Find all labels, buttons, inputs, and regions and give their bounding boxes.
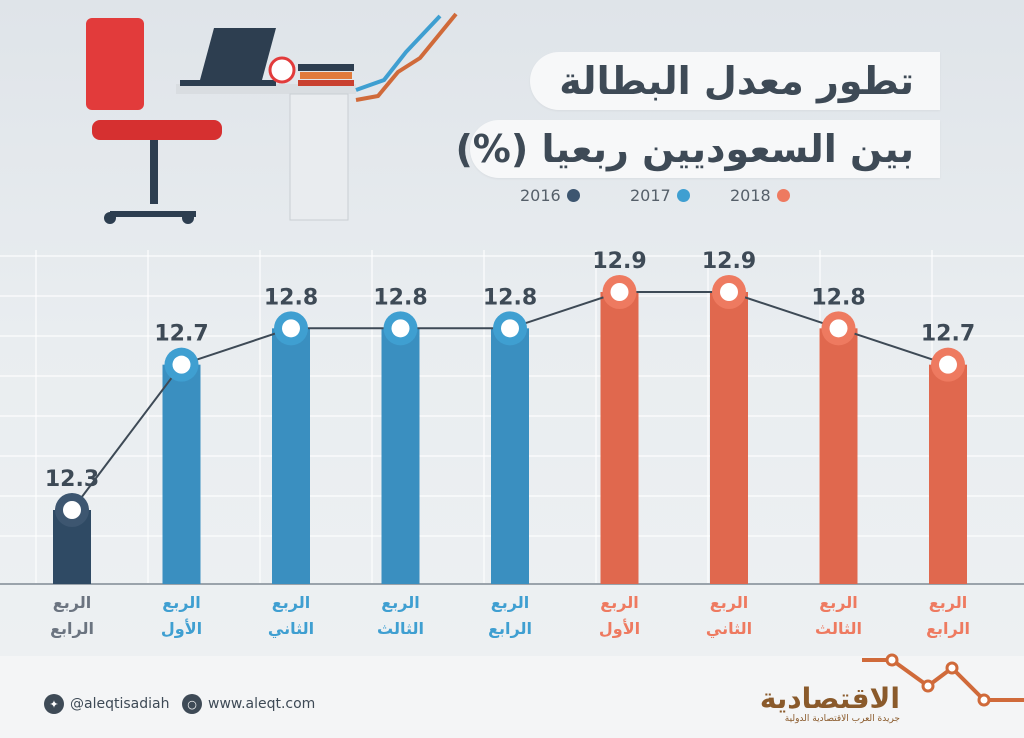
publisher-logo: الاقتصادية جريدة العرب الاقتصادية الدولي… [760,684,900,728]
x-tick-label-1-1: الأول [161,619,202,638]
value-label-7: 12.8 [811,285,865,310]
bar-1 [162,364,201,584]
bar-4 [491,328,529,584]
x-tick-label-6-0: الربع [710,593,748,612]
website-text: www.aleqt.com [208,696,316,712]
title-line-1-box: تطور معدل البطالة [530,52,940,110]
legend-label-2016: 2016 [520,186,561,205]
x-tick-label-5-0: الربع [600,593,638,612]
twitter-handle-text: @aleqtisadiah [70,696,170,712]
legend: 2016 2017 2018 [520,186,820,208]
x-tick-label-3-1: الثالث [377,619,424,638]
legend-label-2018: 2018 [730,186,771,205]
point-dot-1 [172,355,191,374]
point-dot-7 [829,319,848,338]
x-tick-label-1-0: الربع [162,593,200,612]
value-label-2: 12.8 [264,285,318,310]
x-tick-label-7-0: الربع [819,593,857,612]
logo-subtitle: جريدة العرب الاقتصادية الدولية [784,714,900,724]
unemployment-bar-chart: 12.3 12.7 12.8 12.8 12.8 12.9 12.9 12.8 12.7 الر… [0,249,1024,639]
bar-5 [600,292,639,584]
chart-title-line-1: تطور معدل البطالة [559,59,914,103]
x-tick-label-0-1: الرابع [50,619,94,638]
value-label-6: 12.9 [702,249,756,274]
value-label-5: 12.9 [592,249,646,274]
value-label-4: 12.8 [483,285,537,310]
bar-7 [819,328,858,584]
legend-dot-2017-icon [676,189,690,202]
website-link[interactable]: ○ www.aleqt.com [182,694,315,714]
point-dot-8 [939,355,957,374]
point-dot-2 [282,319,300,338]
value-label-8: 12.7 [921,322,975,347]
x-tick-label-2-0: الربع [272,593,310,612]
x-tick-label-8-0: الربع [929,593,967,612]
globe-icon: ○ [182,694,202,714]
x-tick-label-7-1: الثالث [815,619,862,638]
point-dot-4 [501,319,519,338]
x-tick-label-2-1: الثاني [268,619,314,639]
x-tick-label-3-0: الربع [381,593,419,612]
twitter-icon: ✦ [44,694,64,714]
x-tick-label-4-0: الربع [491,593,529,612]
point-dot-5 [610,283,629,301]
x-tick-label-6-1: الثاني [706,619,752,639]
point-dot-3 [391,319,410,338]
value-label-3: 12.8 [373,285,427,310]
x-tick-label-5-1: الأول [599,619,640,638]
legend-item-2017: 2017 [630,186,690,205]
legend-dot-2016-icon [566,189,580,202]
legend-dot-2018-icon [776,189,790,202]
footer: ✦ @aleqtisadiah ○ www.aleqt.com [0,656,1024,738]
bar-2 [272,328,310,584]
value-label-1: 12.7 [154,322,208,347]
chart-title-line-2: بين السعوديين ربعيا (%) [455,127,914,171]
point-dot-0 [63,501,81,519]
x-tick-label-8-1: الرابع [926,619,970,638]
bar-6 [710,292,748,584]
legend-label-2017: 2017 [630,186,671,205]
legend-item-2016: 2016 [520,186,580,205]
legend-item-2018: 2018 [730,186,790,205]
title-line-2-box: بين السعوديين ربعيا (%) [455,120,940,178]
twitter-handle[interactable]: ✦ @aleqtisadiah [44,694,169,714]
x-tick-label-0-0: الربع [53,593,91,612]
bar-3 [381,328,420,584]
bar-8 [929,364,967,584]
logo-text: الاقتصادية [759,682,900,715]
point-dot-6 [720,283,738,301]
value-label-0: 12.3 [45,467,99,492]
office-illustration-icon [86,12,458,224]
x-tick-label-4-1: الرابع [488,619,532,638]
